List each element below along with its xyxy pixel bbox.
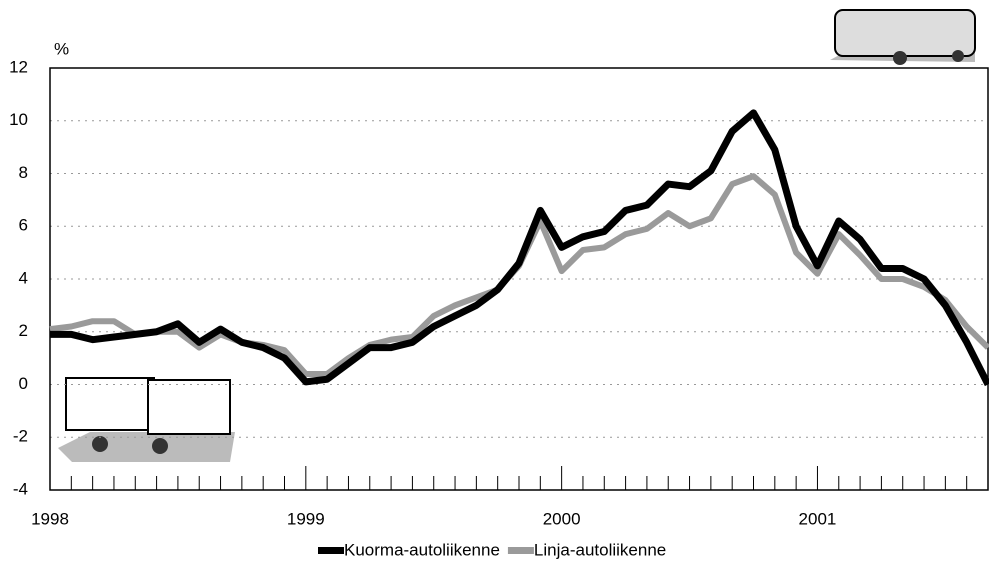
series-line [50, 176, 988, 374]
x-tick-label: 2000 [543, 509, 581, 528]
y-tick-label: 6 [19, 216, 28, 235]
truck-icon [58, 378, 235, 462]
y-tick-label: 12 [9, 57, 28, 76]
legend-label: Kuorma-autoliikenne [344, 540, 500, 559]
x-tick-label: 2001 [799, 509, 837, 528]
x-tick-label: 1999 [287, 509, 325, 528]
chart: % -4 -2 0 2 4 6 8 10 12 1998 1999 2000 2001 Kuorma-au… [0, 0, 989, 564]
legend-swatch [318, 547, 344, 554]
x-tick-label: 1998 [31, 509, 69, 528]
y-tick-label: -2 [13, 427, 28, 446]
y-tick-label: 4 [19, 268, 28, 287]
y-tick-label: -4 [13, 479, 28, 498]
y-tick-label: 10 [9, 110, 28, 129]
y-axis-label: % [54, 39, 69, 58]
y-tick-label: 0 [19, 374, 28, 393]
bus-icon [830, 10, 975, 65]
legend-swatch [508, 547, 534, 554]
y-tick-label: 2 [19, 321, 28, 340]
y-tick-label: 8 [19, 163, 28, 182]
legend-label: Linja-autoliikenne [534, 540, 666, 559]
